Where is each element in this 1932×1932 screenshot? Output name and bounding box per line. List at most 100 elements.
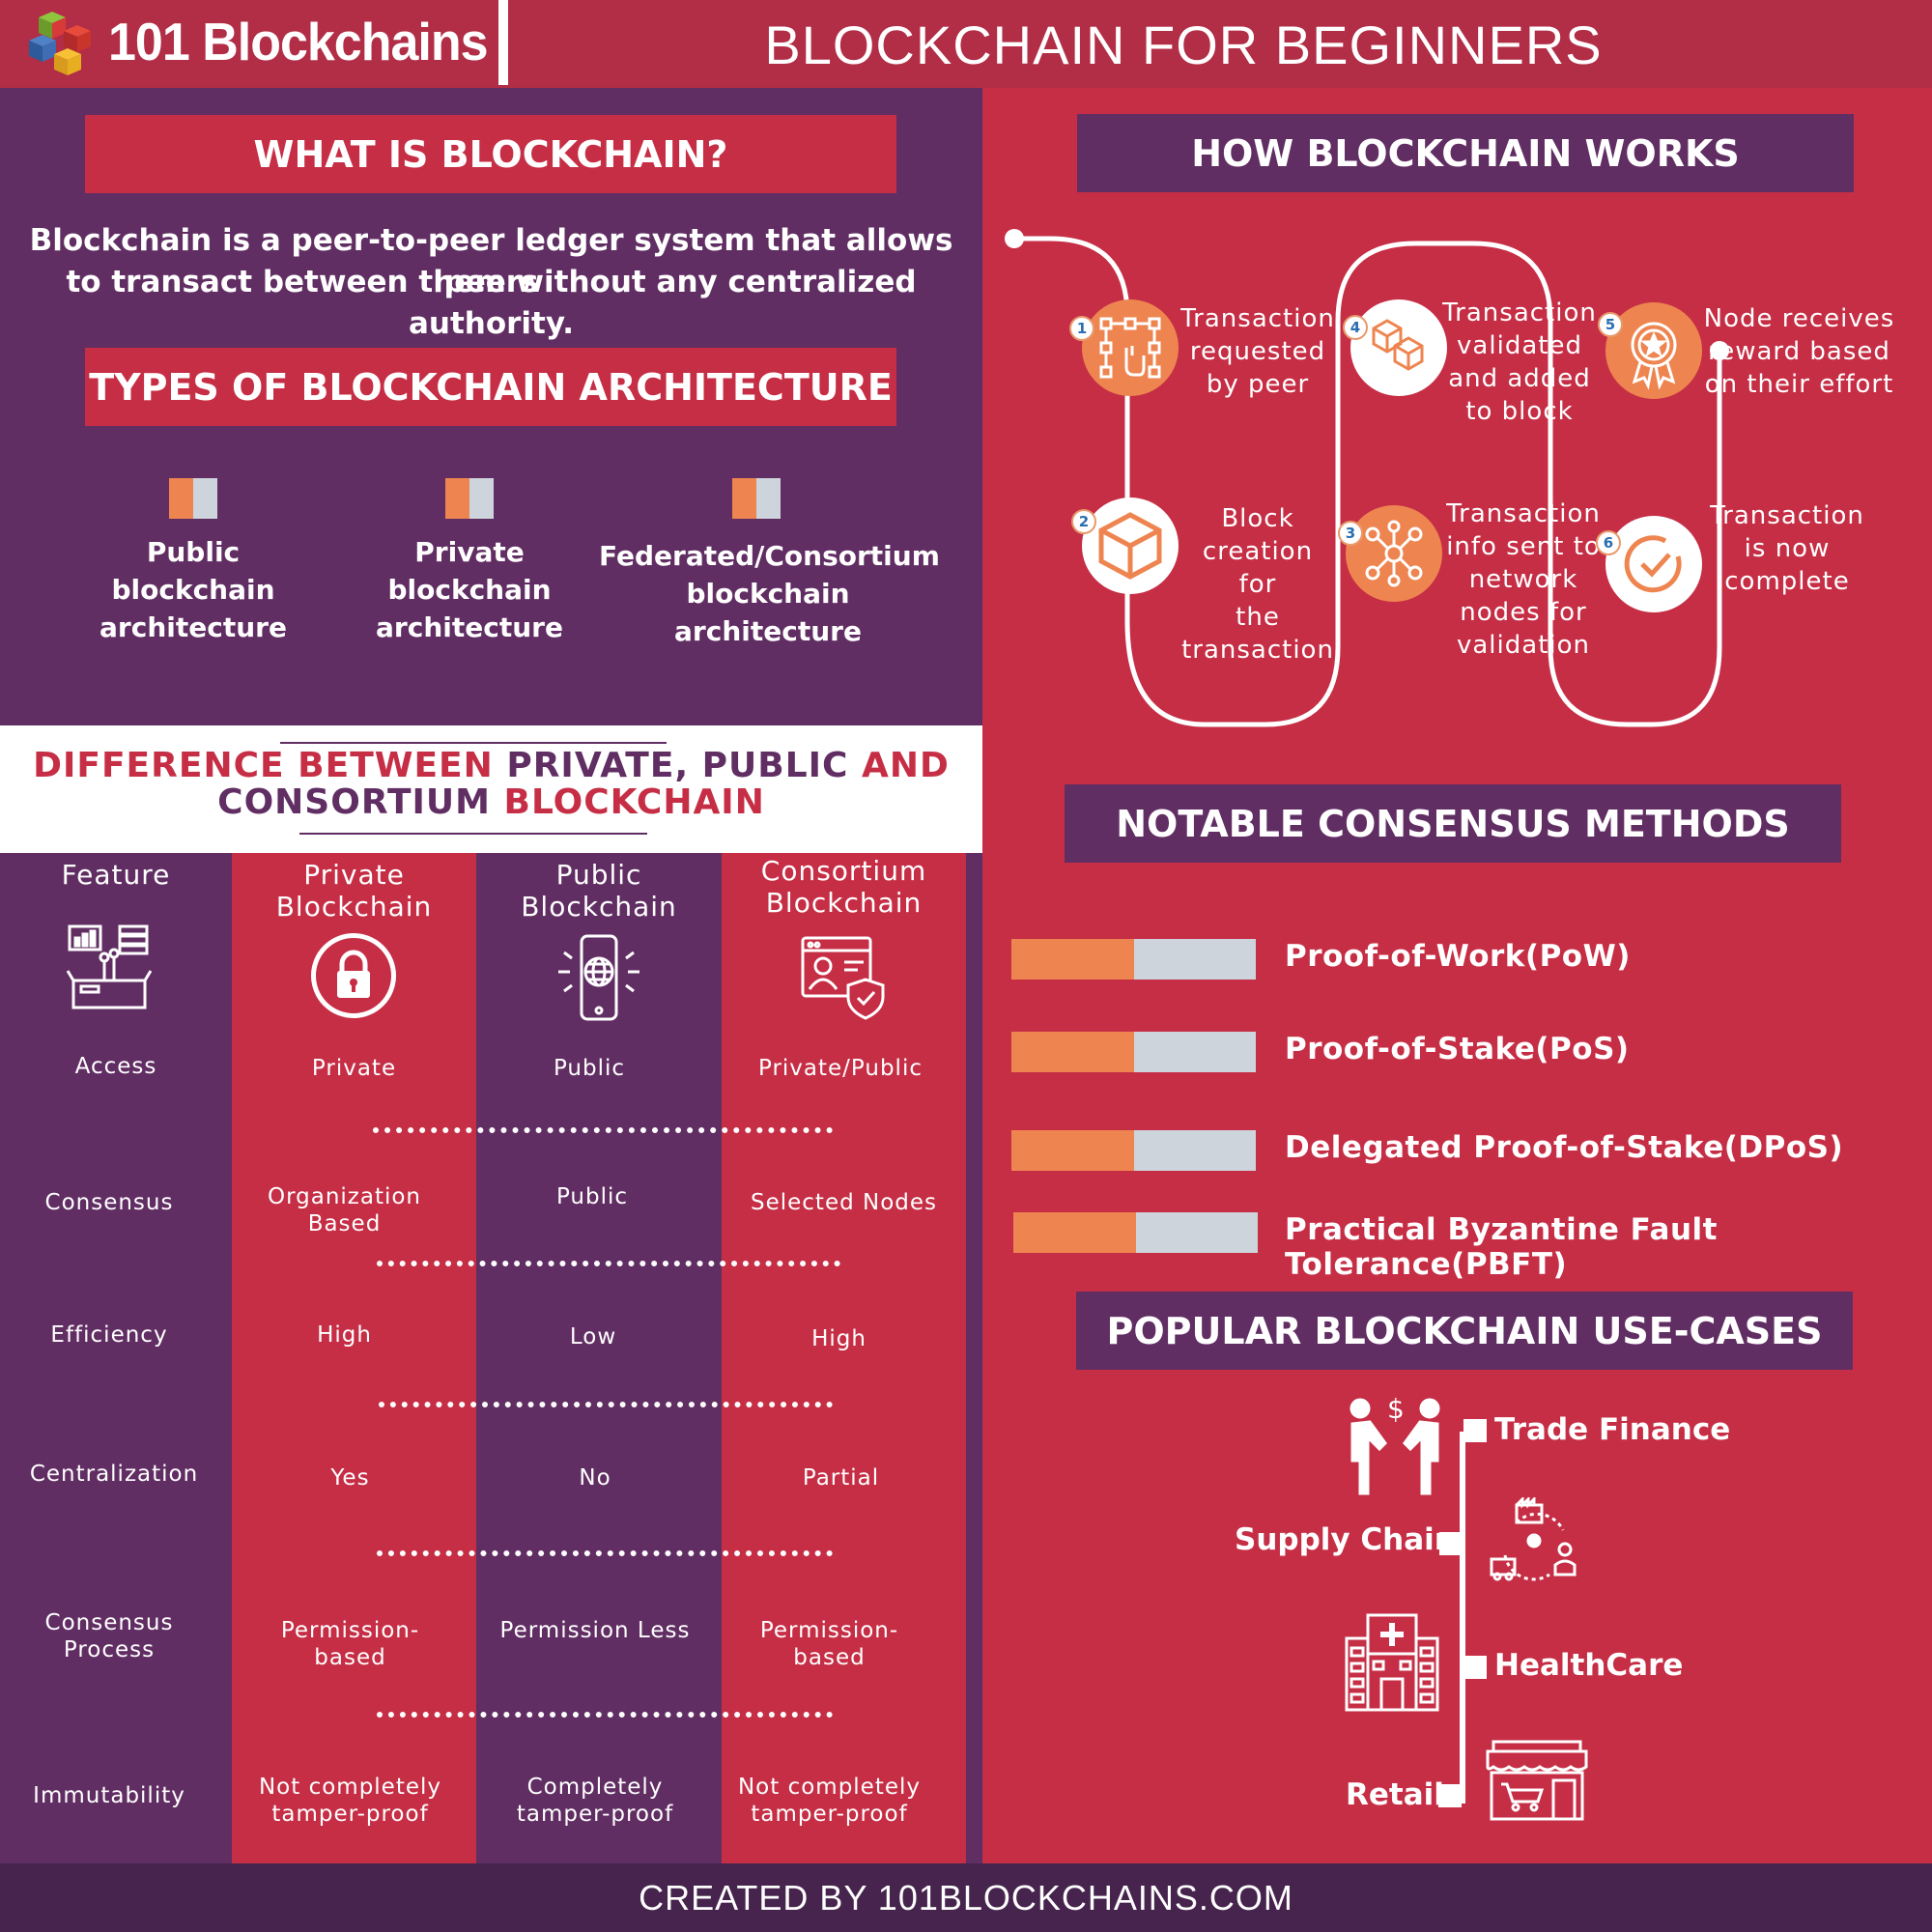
consensus-heading: NOTABLE CONSENSUS METHODS (1065, 784, 1841, 863)
row-access-feature: Access (74, 1054, 157, 1079)
difference-title-box (0, 725, 982, 853)
row-access-private: Private (311, 1056, 397, 1081)
row-process-consortium: Permission-based (759, 1618, 899, 1670)
step-3-circle (1346, 505, 1442, 602)
row-efficiency-private: High (317, 1322, 372, 1348)
step-6-text: Transaction is now complete (1710, 501, 1864, 596)
handshake-dollar-icon: $ (1341, 1393, 1449, 1497)
use-case-health-marker (1463, 1656, 1487, 1679)
row-consensus-private: Organization Based (267, 1184, 422, 1236)
row-immutability-public: Completely tamper-proof (516, 1775, 674, 1827)
row-access-public: Public (553, 1056, 626, 1081)
consensus-pbft-label: Practical Byzantine Fault Tolerance(PBFT… (1285, 1212, 1718, 1282)
step-3-text: Transaction info sent to network nodes for v… (1446, 499, 1601, 660)
what-is-text-line1: Blockchain is a peer-to-peer ledger syst… (29, 223, 953, 299)
row-efficiency-public: Low (569, 1324, 617, 1350)
step-1-text: Transaction requested by peer (1180, 304, 1335, 399)
use-case-vertical-line (1460, 1432, 1465, 1804)
use-cases-heading: POPULAR BLOCKCHAIN USE-CASES (1076, 1292, 1853, 1370)
row-immutability-consortium: Not completely tamper-proof (737, 1775, 922, 1827)
consensus-dpos-bar (1011, 1130, 1256, 1171)
header-public: Public Blockchain (521, 859, 677, 923)
type-private-label: Private blockchain architecture (376, 536, 563, 643)
types-heading: TYPES OF BLOCKCHAIN ARCHITECTURE (85, 348, 896, 426)
row-separator-1 (373, 1127, 833, 1133)
step-2-badge: 2 (1071, 509, 1096, 534)
step-1-badge: 1 (1069, 316, 1094, 341)
step-2-text: Block creation for the transaction (1181, 504, 1334, 665)
how-works-heading: HOW BLOCKCHAIN WORKS (1077, 114, 1854, 192)
type-federated-marker (732, 478, 781, 519)
what-is-heading: WHAT IS BLOCKCHAIN? (85, 115, 896, 193)
user-shield-icon (800, 933, 889, 1020)
feature-column (0, 853, 232, 1863)
step-4-circle (1350, 299, 1447, 396)
footer-bar: CREATED BY 101BLOCKCHAINS.COM (0, 1863, 1932, 1932)
title-rule-top (280, 742, 667, 744)
row-process-public: Permission Less (499, 1618, 691, 1643)
shop-cart-icon (1484, 1738, 1590, 1823)
type-federated-label: Federated/Consortium blockchain architectu… (599, 540, 940, 647)
row-process-feature: Consensus Process (44, 1610, 174, 1662)
public-column (476, 853, 722, 1863)
consensus-pbft-bar (1013, 1212, 1258, 1253)
row-separator-5 (377, 1712, 833, 1718)
consensus-pow-label: Proof-of-Work(PoW) (1285, 939, 1631, 974)
row-access-consortium: Private/Public (757, 1056, 923, 1081)
lock-icon (311, 933, 396, 1018)
globe-phone-icon (554, 933, 643, 1022)
row-centralization-consortium: Partial (802, 1465, 880, 1491)
what-is-text-line2: to transact between them without any cen… (66, 265, 917, 341)
row-immutability-private: Not completely tamper-proof (258, 1775, 442, 1827)
use-case-retail-marker (1438, 1784, 1462, 1807)
use-case-trade-label: Trade Finance (1494, 1412, 1731, 1447)
step-5-text: Node receives reward based on their effort (1703, 304, 1895, 399)
row-centralization-feature: Centralization (29, 1462, 199, 1487)
step-6-badge: 6 (1596, 530, 1621, 555)
header-divider (498, 0, 508, 85)
step-4-badge: 4 (1343, 315, 1368, 340)
type-private-marker (445, 478, 494, 519)
use-case-health-label: HealthCare (1494, 1648, 1684, 1683)
use-case-supply-label: Supply Chain (1235, 1522, 1456, 1557)
brand-name: 101 Blockchains (108, 13, 489, 72)
step-4-text: Transaction validated and added to block (1442, 298, 1597, 426)
private-column (232, 853, 476, 1863)
use-case-supply-marker (1439, 1532, 1463, 1555)
row-separator-2 (377, 1261, 840, 1266)
header-private: Private Blockchain (275, 859, 433, 923)
consensus-pos-bar (1011, 1032, 1256, 1072)
row-consensus-consortium: Selected Nodes (750, 1190, 938, 1215)
title-rule-bottom (299, 833, 647, 835)
step-1-circle (1082, 299, 1179, 396)
row-efficiency-consortium: High (811, 1326, 867, 1351)
step-6-circle (1605, 516, 1702, 612)
type-public-marker (169, 478, 217, 519)
type-public-label: Public blockchain architecture (99, 536, 287, 643)
row-immutability-feature: Immutability (33, 1783, 185, 1808)
consortium-column (722, 853, 966, 1863)
row-separator-4 (377, 1550, 833, 1556)
cube-cluster-logo-icon (25, 12, 102, 79)
row-consensus-feature: Consensus (44, 1190, 174, 1215)
row-process-private: Permission-based (280, 1618, 420, 1670)
header-consortium: Consortium Blockchain (760, 855, 927, 919)
svg-text:$: $ (1387, 1393, 1405, 1425)
step-5-badge: 5 (1598, 312, 1623, 337)
row-separator-3 (379, 1402, 833, 1407)
step-3-badge: 3 (1338, 521, 1363, 546)
header-feature: Feature (61, 859, 171, 891)
consensus-pos-label: Proof-of-Stake(PoS) (1285, 1032, 1630, 1066)
row-efficiency-feature: Efficiency (50, 1322, 168, 1348)
use-case-trade-marker (1463, 1419, 1487, 1442)
use-case-retail-label: Retail (1346, 1777, 1444, 1812)
difference-title: DIFFERENCE BETWEEN PRIVATE, PUBLIC AND C… (33, 746, 950, 822)
feature-box-icon (66, 923, 153, 1011)
column-edge-strip (966, 853, 982, 1863)
row-centralization-private: Yes (330, 1465, 370, 1491)
consensus-dpos-label: Delegated Proof-of-Stake(DPoS) (1285, 1130, 1844, 1165)
consensus-pow-bar (1011, 939, 1256, 980)
page-title: BLOCKCHAIN FOR BEGINNERS (764, 14, 1603, 75)
factory-truck-icon (1488, 1497, 1580, 1584)
header-bar (0, 0, 1932, 88)
